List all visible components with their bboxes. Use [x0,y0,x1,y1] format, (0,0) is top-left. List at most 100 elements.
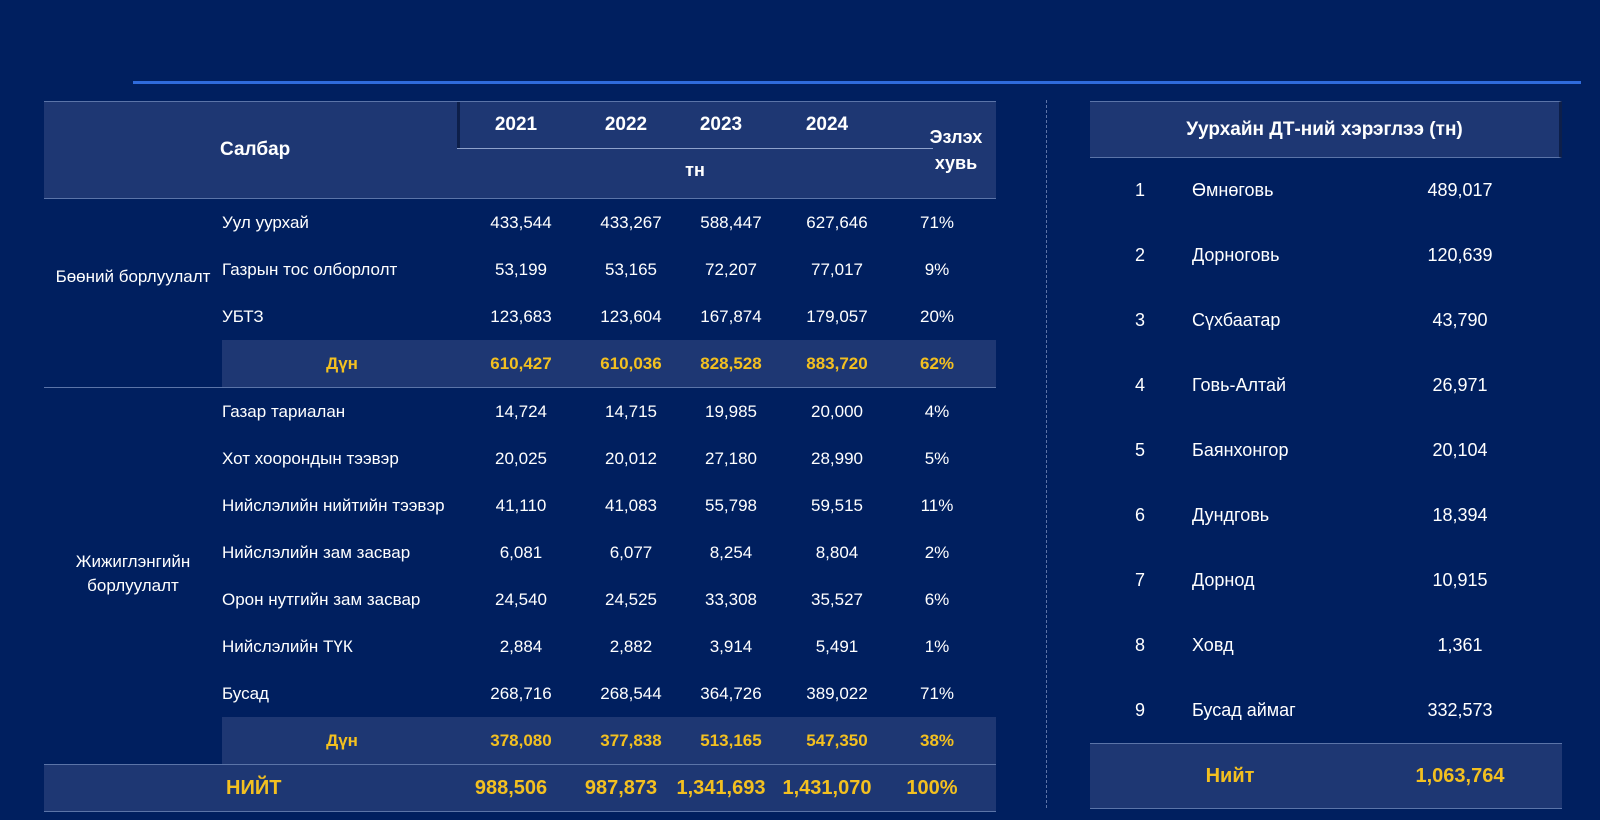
subtotal-value-2023: 828,528 [700,354,762,373]
consumption-value: 20,104 [1432,440,1488,460]
row-value-2024: 8,804 [815,543,859,562]
table-row: УБТЗ 123,683 123,604 167,874 179,057 20% [44,293,996,340]
subtotal-value-2024: 883,720 [806,354,868,373]
header-underline [457,148,933,149]
consumption-value: 332,573 [1427,700,1493,720]
list-item: 6 Дундговь 18,394 [1090,483,1562,548]
row-value-2024: 20,000 [811,402,863,421]
consumption-value: 43,790 [1432,310,1488,330]
rank-number: 4 [1134,375,1145,395]
row-value-2024: 179,057 [806,307,868,326]
subtotal-value-2022: 610,036 [600,354,662,373]
province-name: Ховд [1192,635,1234,655]
consumption-value: 10,915 [1432,570,1488,590]
consumption-table-title: Уурхайн ДТ-ний хэрэглээ (тн) [1090,101,1562,158]
row-value-2023: 8,254 [709,543,753,562]
row-value-2021: 268,716 [490,684,552,703]
row-sector-name: Нийслэлийн ТҮК [222,637,353,656]
consumption-value: 489,017 [1427,180,1493,200]
rank-number: 9 [1134,700,1145,720]
table-row: Уул уурхай 433,544 433,267 588,447 627,646 71… [44,199,996,246]
row-value-2022: 53,165 [605,260,657,279]
subtotal-value-2024: 547,350 [806,731,868,750]
row-value-2021: 20,025 [495,449,547,468]
row-value-2022: 433,267 [600,213,662,232]
header-year-2022: 2022 [604,114,648,135]
row-value-2022: 6,077 [609,543,653,562]
province-name: Дорноговь [1192,245,1280,265]
header-divider [457,102,460,148]
row-value-2023: 19,985 [705,402,757,421]
grand-total-share: 100% [906,777,958,799]
row-sector-name: Нийслэлийн зам засвар [222,543,411,562]
row-value-2021: 433,544 [490,213,552,232]
row-sector-name: Бусад [222,684,269,703]
row-value-2023: 55,798 [705,496,757,515]
row-value-2022: 2,882 [609,637,653,656]
subtotal-value-2021: 378,080 [490,731,552,750]
row-sector-name: Уул уурхай [222,213,309,232]
row-value-2022: 14,715 [605,402,657,421]
row-share: 11% [920,496,954,515]
row-share: 5% [924,449,950,468]
row-sector-name: Газар тариалан [222,402,346,421]
subtotal-value-2022: 377,838 [600,731,662,750]
rank-number: 6 [1134,505,1145,525]
table-row: Газрын тос олборлолт 53,199 53,165 72,207 77… [44,246,996,293]
retail-group: Жижиглэнгийн борлуулалт Газар тариалан 14… [44,388,996,765]
rank-number: 8 [1134,635,1145,655]
row-value-2023: 167,874 [700,307,762,326]
province-name: Дундговь [1192,505,1270,525]
row-value-2023: 3,914 [709,637,753,656]
row-share: 6% [924,590,950,609]
list-item: 4 Говь-Алтай 26,971 [1090,353,1562,418]
row-value-2021: 6,081 [499,543,543,562]
header-sector: Салбар [220,139,291,160]
table-row: Нийслэлийн ТҮК 2,884 2,882 3,914 5,491 1% [44,623,996,670]
list-item: 7 Дорнод 10,915 [1090,548,1562,613]
consumption-table-body: 1 Өмнөговь 489,017 2 Дорноговь 120,639 3 Сүхбаа… [1090,158,1562,743]
column-divider [1046,100,1047,808]
table-row: Нийслэлийн нийтийн тээвэр 41,110 41,083 55,… [44,482,996,529]
row-value-2023: 72,207 [705,260,757,279]
subtotal-share: 38% [919,731,955,750]
subtotal-share: 62% [919,354,955,373]
row-sector-name: УБТЗ [222,307,264,326]
grand-total-2022: 987,873 [584,777,658,799]
consumption-value: 26,971 [1432,375,1488,395]
list-item: 3 Сүхбаатар 43,790 [1090,288,1562,353]
row-value-2024: 77,017 [811,260,863,279]
row-value-2024: 59,515 [811,496,863,515]
grand-total-label: НИЙТ [226,777,282,799]
row-value-2022: 20,012 [605,449,657,468]
consumption-table: Уурхайн ДТ-ний хэрэглээ (тн) 1 Өмнөговь 48… [1090,101,1562,809]
rank-number: 2 [1134,245,1145,265]
row-share: 1% [924,637,950,656]
top-rule [133,81,1581,84]
row-value-2024: 28,990 [811,449,863,468]
row-value-2024: 35,527 [811,590,863,609]
consumption-total-label: Нийт [1205,765,1255,787]
row-value-2021: 2,884 [499,637,543,656]
province-name: Дорнод [1192,570,1255,590]
subtotal-value-2023: 513,165 [700,731,762,750]
rank-number: 1 [1134,180,1145,200]
row-share: 9% [924,260,950,279]
rank-number: 7 [1134,570,1145,590]
row-value-2023: 33,308 [705,590,757,609]
province-name: Баянхонгор [1192,440,1289,460]
row-value-2023: 364,726 [700,684,762,703]
grand-total-2023: 1,341,693 [676,777,766,799]
grand-total-2021: 988,506 [474,777,548,799]
header-share: Эзлэх хувь [929,127,983,173]
row-value-2024: 627,646 [806,213,868,232]
table-row: Газар тариалан 14,724 14,715 19,985 20,000 4% [44,388,996,435]
row-value-2021: 123,683 [490,307,552,326]
subtotal-value-2021: 610,427 [490,354,552,373]
row-value-2022: 24,525 [605,590,657,609]
row-value-2022: 123,604 [600,307,662,326]
row-share: 71% [919,213,955,232]
consumption-value: 18,394 [1432,505,1488,525]
sales-table-header: Салбар 2021 2022 2023 2024 тн Эзлэх хувь [44,101,996,199]
grand-total-2024: 1,431,070 [782,777,872,799]
